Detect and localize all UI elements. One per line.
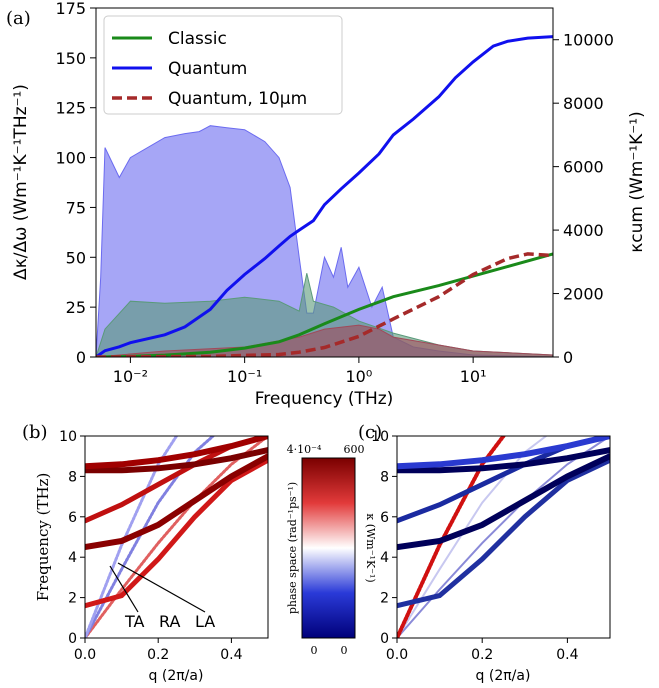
x-tick-label: 10¹ <box>460 367 487 386</box>
panel-c-y-ticks: 0 2 4 6 8 10 <box>371 429 397 647</box>
colorbar-gradient <box>301 457 356 639</box>
panel-a-lines <box>96 35 553 357</box>
panel-c: (c) 0.0 0.2 0.4 0 2 4 6 8 10 q (2π/a) <box>358 422 611 684</box>
panel-b-ylabel: Frequency (THz) <box>34 473 52 602</box>
annotation-pointer-la <box>117 562 206 613</box>
y-tick-label: 4 <box>380 550 389 566</box>
band-optical <box>397 453 610 551</box>
colorbar-bottom-right-label: 0 <box>341 644 348 657</box>
y-tick-label: 175 <box>55 0 86 18</box>
y-right-tick-label: 6000 <box>563 158 604 177</box>
band-optical <box>85 453 268 551</box>
line-quantum-10-m <box>96 252 553 357</box>
y-tick-label: 25 <box>66 298 86 317</box>
y-tick-label: 2 <box>68 591 77 607</box>
y-tick-label: 0 <box>68 631 77 647</box>
x-tick-label: 10⁻² <box>113 367 148 386</box>
x-tick-label: 0.2 <box>471 647 493 663</box>
colorbar-top-left-label: 4·10⁻⁴ <box>287 443 322 456</box>
panel-b-frame <box>84 435 269 639</box>
y-tick-label: 0 <box>76 348 86 367</box>
y-tick-label: 0 <box>380 631 389 647</box>
panel-a-ylabel: Δκ/Δω (Wm⁻¹K⁻¹THz⁻¹) <box>11 84 31 280</box>
panel-a-y-right-ticks: 0 2000 4000 6000 8000 10000 <box>553 31 614 367</box>
panel-a-frame <box>95 7 554 358</box>
band-optical <box>397 447 610 474</box>
band-ra <box>85 436 215 638</box>
panel-b-y-ticks: 0 2 4 6 8 10 <box>59 429 85 647</box>
x-tick-label: 0.4 <box>556 647 578 663</box>
x-tick-label: 0.0 <box>74 647 96 663</box>
colorbar-top-right-label: 600 <box>344 443 365 456</box>
legend-label-classic: Classic <box>168 29 227 49</box>
y-right-tick-label: 0 <box>563 348 573 367</box>
y-tick-label: 150 <box>55 49 86 68</box>
x-tick-label: 0.0 <box>386 647 408 663</box>
panel-a: (a) 10⁻² 10⁻¹ 10⁰ 10¹ 0 25 50 75 100 125 150 175 0… <box>6 0 647 409</box>
y-tick-label: 8 <box>380 469 389 485</box>
y-tick-label: 2 <box>380 591 389 607</box>
annotation-ta: TA <box>124 612 145 631</box>
y-right-tick-label: 10000 <box>563 31 614 50</box>
y-tick-label: 125 <box>55 99 86 118</box>
legend-label-quantum-10um: Quantum, 10μm <box>168 89 307 109</box>
panel-a-ylabel-right: κcum (Wm⁻¹K⁻¹) <box>627 111 647 252</box>
band-ra <box>397 436 548 638</box>
panel-a-legend: Classic Quantum Quantum, 10μm <box>103 15 343 115</box>
colorbar-kappa-label: κ (Wm⁻¹K⁻¹) <box>364 513 377 582</box>
annotation-pointer-ta <box>109 565 139 613</box>
panel-a-label: (a) <box>6 8 31 29</box>
line-quantum <box>96 35 553 357</box>
colorbar-phase-space-label: phase space (rad⁻¹ps⁻¹) <box>286 482 299 614</box>
x-tick-label: 10⁰ <box>346 367 373 386</box>
y-tick-label: 4 <box>68 550 77 566</box>
panel-c-x-ticks: 0.0 0.2 0.4 <box>386 638 579 663</box>
band-la <box>85 436 178 638</box>
y-tick-label: 50 <box>66 248 86 267</box>
x-tick-label: 0.2 <box>147 647 169 663</box>
colorbar-bottom-left-label: 0 <box>311 644 318 657</box>
panel-b: (b) 0.0 0.2 0.4 0 2 4 6 8 10 q (2π/a) Frequency… <box>22 422 269 684</box>
panel-b-bands <box>85 436 268 638</box>
band-optical <box>85 457 268 609</box>
y-tick-label: 10 <box>59 429 77 445</box>
y-tick-label: 6 <box>68 510 77 526</box>
panel-c-xlabel: q (2π/a) <box>476 668 531 684</box>
band-la <box>397 436 506 638</box>
legend-label-quantum: Quantum <box>168 59 247 79</box>
panel-b-annotations: TA RA LA <box>109 562 215 631</box>
y-tick-label: 6 <box>380 510 389 526</box>
x-tick-label: 10⁻¹ <box>227 367 262 386</box>
panel-b-label: (b) <box>22 422 48 443</box>
band-optical <box>397 457 610 609</box>
colorbar: 4·10⁻⁴ 0 600 0 phase space (rad⁻¹ps⁻¹) κ… <box>286 443 377 657</box>
panel-a-y-ticks: 0 25 50 75 100 125 150 175 <box>55 0 96 367</box>
line-classic <box>96 252 553 357</box>
y-tick-label: 100 <box>55 149 86 168</box>
panel-a-xlabel: Frequency (THz) <box>255 389 394 409</box>
panel-c-bands <box>397 436 610 638</box>
panel-c-label: (c) <box>358 422 382 443</box>
y-tick-label: 75 <box>66 198 86 217</box>
panel-a-x-ticks: 10⁻² 10⁻¹ 10⁰ 10¹ <box>113 357 487 386</box>
y-right-tick-label: 8000 <box>563 94 604 113</box>
y-tick-label: 10 <box>371 429 389 445</box>
y-right-tick-label: 2000 <box>563 285 604 304</box>
band-optical <box>397 436 610 470</box>
annotation-la: LA <box>195 612 215 631</box>
panel-b-x-ticks: 0.0 0.2 0.4 <box>74 638 243 663</box>
x-tick-label: 0.4 <box>220 647 242 663</box>
y-right-tick-label: 4000 <box>563 221 604 240</box>
band-optical <box>85 436 268 470</box>
band-optical <box>85 447 268 474</box>
panel-c-frame <box>396 435 611 639</box>
legend-box <box>103 15 343 115</box>
panel-b-xlabel: q (2π/a) <box>149 668 204 684</box>
y-tick-label: 8 <box>68 469 77 485</box>
annotation-ra: RA <box>159 612 180 631</box>
